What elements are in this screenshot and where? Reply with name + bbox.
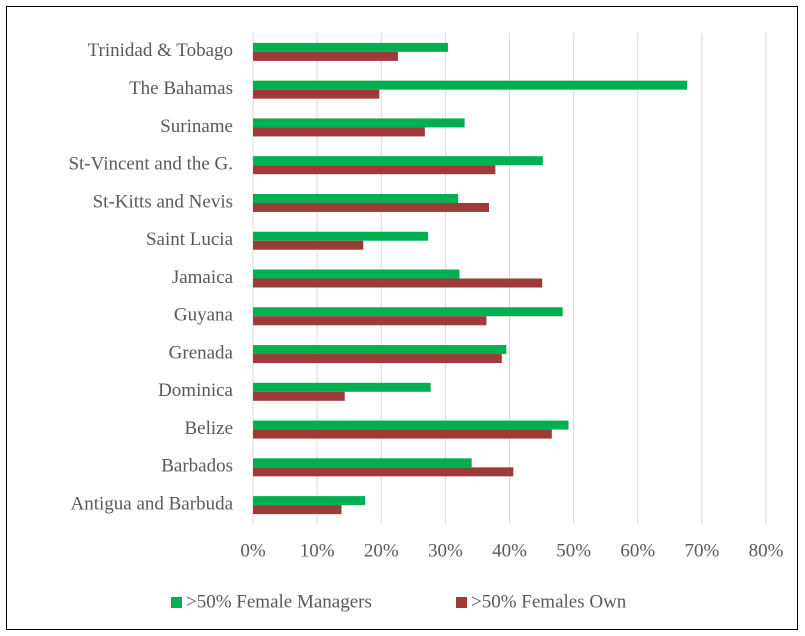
bar bbox=[253, 118, 465, 128]
bar bbox=[253, 89, 380, 99]
bar bbox=[253, 240, 364, 250]
y-tick-label: Antigua and Barbuda bbox=[70, 493, 233, 514]
bar bbox=[253, 467, 514, 477]
bar bbox=[253, 165, 496, 175]
bar bbox=[253, 382, 431, 392]
y-tick-label: Trinidad & Tobago bbox=[88, 40, 233, 61]
bar bbox=[253, 231, 429, 241]
bar bbox=[253, 391, 345, 401]
bar bbox=[253, 345, 507, 355]
y-tick-label: Belize bbox=[184, 418, 233, 439]
bar bbox=[253, 354, 502, 364]
bar bbox=[253, 496, 366, 506]
legend-label: >50% Female Managers bbox=[186, 591, 372, 612]
bar bbox=[253, 193, 459, 203]
bar bbox=[253, 278, 543, 288]
y-tick-label: Dominica bbox=[158, 380, 233, 401]
bar bbox=[253, 127, 425, 137]
bar bbox=[253, 429, 552, 439]
x-tick-label: 70% bbox=[684, 540, 719, 561]
bar bbox=[253, 316, 487, 326]
x-tick-label: 20% bbox=[364, 540, 399, 561]
bar bbox=[253, 505, 342, 515]
bar bbox=[253, 51, 398, 61]
x-tick-label: 50% bbox=[556, 540, 591, 561]
bar bbox=[253, 156, 543, 166]
x-tick-label: 60% bbox=[620, 540, 655, 561]
bar bbox=[253, 269, 460, 279]
y-tick-label: St-Kitts and Nevis bbox=[93, 191, 233, 212]
y-tick-label: Guyana bbox=[174, 305, 234, 326]
x-tick-label: 10% bbox=[300, 540, 335, 561]
y-tick-label: St-Vincent and the G. bbox=[68, 154, 233, 175]
x-tick-label: 0% bbox=[240, 540, 266, 561]
x-tick-label: 30% bbox=[428, 540, 463, 561]
bar bbox=[253, 202, 489, 212]
legend-label: >50% Females Own bbox=[471, 591, 627, 612]
bar bbox=[253, 307, 563, 317]
y-tick-label: Suriname bbox=[160, 116, 233, 137]
bar bbox=[253, 80, 688, 90]
y-tick-label: The Bahamas bbox=[129, 78, 233, 99]
bar bbox=[253, 458, 472, 468]
bar bbox=[253, 420, 569, 430]
bar bbox=[253, 42, 448, 52]
x-tick-label: 40% bbox=[492, 540, 527, 561]
y-tick-label: Grenada bbox=[169, 342, 234, 363]
x-tick-label: 80% bbox=[749, 540, 784, 561]
y-tick-label: Saint Lucia bbox=[146, 229, 234, 250]
legend-swatch bbox=[456, 597, 467, 608]
y-tick-label: Jamaica bbox=[172, 267, 234, 288]
legend-swatch bbox=[171, 597, 182, 608]
y-tick-label: Barbados bbox=[161, 456, 233, 477]
